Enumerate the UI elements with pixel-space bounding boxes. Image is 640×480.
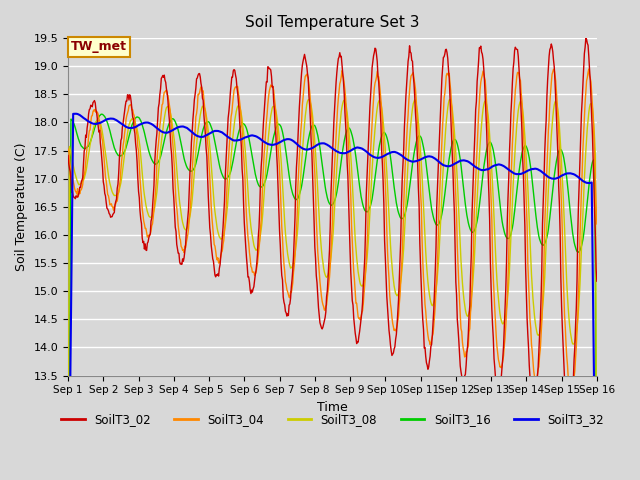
Text: TW_met: TW_met	[71, 40, 127, 53]
Legend: SoilT3_02, SoilT3_04, SoilT3_08, SoilT3_16, SoilT3_32: SoilT3_02, SoilT3_04, SoilT3_08, SoilT3_…	[56, 408, 609, 431]
Y-axis label: Soil Temperature (C): Soil Temperature (C)	[15, 143, 28, 271]
X-axis label: Time: Time	[317, 401, 348, 414]
Title: Soil Temperature Set 3: Soil Temperature Set 3	[245, 15, 420, 30]
